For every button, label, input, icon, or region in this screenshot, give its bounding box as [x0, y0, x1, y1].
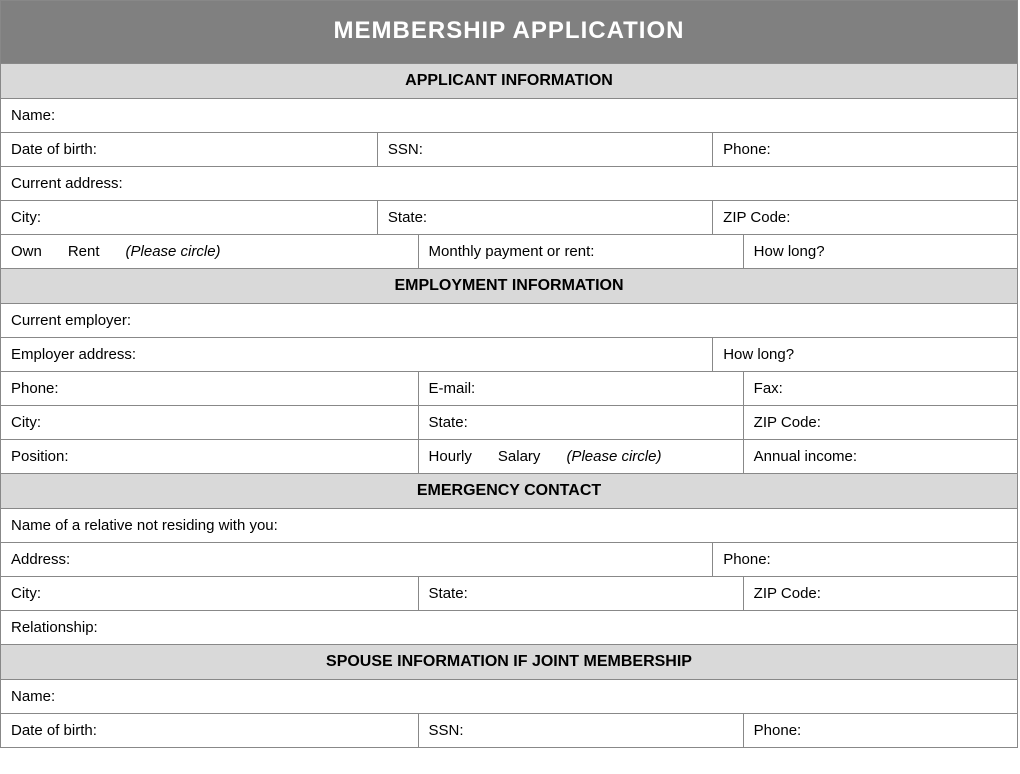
- field-own-rent[interactable]: Own Rent (Please circle): [1, 235, 418, 268]
- field-state[interactable]: State:: [377, 201, 712, 234]
- field-spouse-name[interactable]: Name:: [1, 680, 1017, 713]
- row-spouse-dob-ssn-phone: Date of birth: SSN: Phone:: [1, 713, 1017, 747]
- field-name[interactable]: Name:: [1, 99, 1017, 132]
- row-relative-name: Name of a relative not residing with you…: [1, 508, 1017, 542]
- section-employment: EMPLOYMENT INFORMATION: [1, 268, 1017, 303]
- field-city[interactable]: City:: [1, 201, 377, 234]
- section-applicant: APPLICANT INFORMATION: [1, 63, 1017, 98]
- hint-circle-2: (Please circle): [566, 448, 661, 465]
- row-phone-email-fax: Phone: E-mail: Fax:: [1, 371, 1017, 405]
- membership-form: MEMBERSHIP APPLICATION APPLICANT INFORMA…: [0, 0, 1018, 748]
- field-emp-zip[interactable]: ZIP Code:: [743, 406, 1017, 439]
- field-how-long[interactable]: How long?: [743, 235, 1017, 268]
- field-dob[interactable]: Date of birth:: [1, 133, 377, 166]
- option-hourly: Hourly: [429, 448, 472, 465]
- row-position: Position: Hourly Salary (Please circle) …: [1, 439, 1017, 473]
- row-city-state-zip: City: State: ZIP Code:: [1, 200, 1017, 234]
- field-relative-name[interactable]: Name of a relative not residing with you…: [1, 509, 1017, 542]
- field-current-employer[interactable]: Current employer:: [1, 304, 1017, 337]
- row-spouse-name: Name:: [1, 679, 1017, 713]
- field-monthly-payment[interactable]: Monthly payment or rent:: [418, 235, 743, 268]
- field-spouse-dob[interactable]: Date of birth:: [1, 714, 418, 747]
- field-emp-email[interactable]: E-mail:: [418, 372, 743, 405]
- row-employer-address: Employer address: How long?: [1, 337, 1017, 371]
- field-relationship[interactable]: Relationship:: [1, 611, 1017, 644]
- field-em-phone[interactable]: Phone:: [712, 543, 1017, 576]
- option-own: Own: [11, 243, 42, 260]
- section-spouse: SPOUSE INFORMATION IF JOINT MEMBERSHIP: [1, 644, 1017, 679]
- option-salary: Salary: [498, 448, 541, 465]
- field-hourly-salary[interactable]: Hourly Salary (Please circle): [418, 440, 743, 473]
- field-em-state[interactable]: State:: [418, 577, 743, 610]
- field-em-address[interactable]: Address:: [1, 543, 712, 576]
- hint-circle: (Please circle): [126, 243, 221, 260]
- row-emp-city-state-zip: City: State: ZIP Code:: [1, 405, 1017, 439]
- field-em-city[interactable]: City:: [1, 577, 418, 610]
- row-address: Current address:: [1, 166, 1017, 200]
- field-emp-phone[interactable]: Phone:: [1, 372, 418, 405]
- field-annual-income[interactable]: Annual income:: [743, 440, 1017, 473]
- field-emp-state[interactable]: State:: [418, 406, 743, 439]
- form-title: MEMBERSHIP APPLICATION: [1, 1, 1017, 63]
- field-zip[interactable]: ZIP Code:: [712, 201, 1017, 234]
- field-current-address[interactable]: Current address:: [1, 167, 1017, 200]
- row-em-address-phone: Address: Phone:: [1, 542, 1017, 576]
- row-dob-ssn-phone: Date of birth: SSN: Phone:: [1, 132, 1017, 166]
- field-emp-fax[interactable]: Fax:: [743, 372, 1017, 405]
- row-relationship: Relationship:: [1, 610, 1017, 644]
- field-spouse-ssn[interactable]: SSN:: [418, 714, 743, 747]
- field-em-zip[interactable]: ZIP Code:: [743, 577, 1017, 610]
- field-ssn[interactable]: SSN:: [377, 133, 712, 166]
- row-employer: Current employer:: [1, 303, 1017, 337]
- field-employer-address[interactable]: Employer address:: [1, 338, 712, 371]
- option-rent: Rent: [68, 243, 100, 260]
- field-emp-how-long[interactable]: How long?: [712, 338, 1017, 371]
- field-spouse-phone[interactable]: Phone:: [743, 714, 1017, 747]
- section-emergency: EMERGENCY CONTACT: [1, 473, 1017, 508]
- field-emp-city[interactable]: City:: [1, 406, 418, 439]
- row-own-rent: Own Rent (Please circle) Monthly payment…: [1, 234, 1017, 268]
- row-name: Name:: [1, 98, 1017, 132]
- field-phone[interactable]: Phone:: [712, 133, 1017, 166]
- field-position[interactable]: Position:: [1, 440, 418, 473]
- row-em-city-state-zip: City: State: ZIP Code:: [1, 576, 1017, 610]
